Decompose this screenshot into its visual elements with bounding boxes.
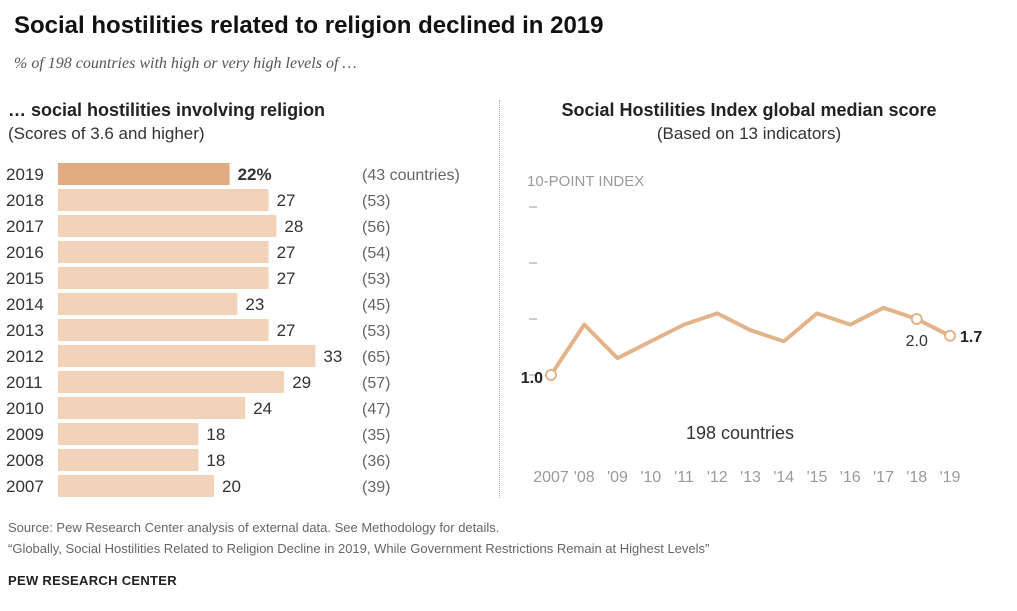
x-tick-label: 2007	[533, 469, 569, 486]
country-count-label: (65)	[362, 349, 390, 366]
bar	[58, 241, 269, 263]
bar-category-label: 2008	[6, 451, 44, 470]
x-tick-label: '08	[574, 469, 595, 486]
bar-category-label: 2019	[6, 165, 44, 184]
country-count-label: (53)	[362, 323, 390, 340]
chart-subtitle: % of 198 countries with high or very hig…	[14, 55, 357, 73]
bar-value-label: 27	[277, 269, 296, 288]
bar	[58, 475, 214, 497]
bar	[58, 267, 269, 289]
bar-value-label: 28	[284, 217, 303, 236]
chart-title: Social hostilities related to religion d…	[14, 12, 604, 40]
bar-value-label: 29	[292, 373, 311, 392]
x-tick-label: '15	[807, 469, 828, 486]
point-value-label: 1.7	[960, 329, 982, 346]
bar	[58, 163, 230, 185]
bar-panel-subtitle: (Scores of 3.6 and higher)	[8, 124, 205, 144]
bar-category-label: 2014	[6, 295, 44, 314]
country-count-label: (36)	[362, 453, 390, 470]
x-tick-label: '14	[773, 469, 794, 486]
bar-category-label: 2018	[6, 191, 44, 210]
bar	[58, 215, 276, 237]
data-point	[912, 314, 922, 324]
point-value-label: 2.0	[906, 333, 928, 350]
bar-value-label: 22%	[238, 165, 272, 184]
bar-value-label: 33	[323, 347, 342, 366]
bar-value-label: 27	[277, 243, 296, 262]
bar-value-label: 20	[222, 477, 241, 496]
bar-chart: 2019 22% (43 countries)2018 27 (53)2017 28 (56…	[0, 160, 495, 500]
brand-logo-text: PEW RESEARCH CENTER	[8, 573, 177, 588]
bar-category-label: 2010	[6, 399, 44, 418]
data-point	[945, 331, 955, 341]
source-note: Source: Pew Research Center analysis of …	[8, 520, 499, 535]
x-tick-label: '16	[840, 469, 861, 486]
bar-value-label: 27	[277, 191, 296, 210]
bar-panel-title: … social hostilities involving religion	[8, 100, 325, 121]
bar	[58, 449, 198, 471]
country-count-label: (35)	[362, 427, 390, 444]
bar-value-label: 18	[206, 425, 225, 444]
line-chart: 10-POINT INDEX 1.0 2.0 1.7 198 countries 2007…	[500, 160, 1005, 500]
data-point	[546, 370, 556, 380]
line-panel-title: Social Hostilities Index global median s…	[499, 100, 999, 121]
country-count-label: (57)	[362, 375, 390, 392]
series-line	[551, 308, 950, 375]
country-count-label: (45)	[362, 297, 390, 314]
bar	[58, 371, 284, 393]
x-tick-label: '09	[607, 469, 628, 486]
bar	[58, 345, 315, 367]
line-panel-subtitle: (Based on 13 indicators)	[499, 124, 999, 144]
bar	[58, 423, 198, 445]
country-count-label: (54)	[362, 245, 390, 262]
point-value-label: 1.0	[521, 370, 543, 387]
country-count-label: (43 countries)	[362, 167, 460, 184]
bar	[58, 293, 237, 315]
bar	[58, 397, 245, 419]
x-tick-label: '17	[873, 469, 894, 486]
bar-value-label: 23	[245, 295, 264, 314]
bar	[58, 189, 269, 211]
bar-category-label: 2017	[6, 217, 44, 236]
x-tick-label: '13	[740, 469, 761, 486]
series-label: 198 countries	[686, 423, 794, 443]
y-axis-label: 10-POINT INDEX	[527, 173, 644, 190]
x-tick-label: '18	[906, 469, 927, 486]
bar-category-label: 2015	[6, 269, 44, 288]
country-count-label: (53)	[362, 193, 390, 210]
country-count-label: (56)	[362, 219, 390, 236]
bar-category-label: 2011	[6, 373, 43, 392]
x-tick-label: '12	[707, 469, 728, 486]
x-tick-label: '19	[940, 469, 961, 486]
x-tick-label: '10	[640, 469, 661, 486]
country-count-label: (53)	[362, 271, 390, 288]
country-count-label: (47)	[362, 401, 390, 418]
bar-category-label: 2009	[6, 425, 44, 444]
bar-category-label: 2013	[6, 321, 44, 340]
x-tick-label: '11	[674, 469, 694, 486]
bar	[58, 319, 269, 341]
country-count-label: (39)	[362, 479, 390, 496]
bar-value-label: 27	[277, 321, 296, 340]
bar-category-label: 2012	[6, 347, 44, 366]
bar-category-label: 2007	[6, 477, 44, 496]
report-title-note: “Globally, Social Hostilities Related to…	[8, 541, 709, 556]
bar-value-label: 18	[206, 451, 225, 470]
bar-value-label: 24	[253, 399, 272, 418]
bar-category-label: 2016	[6, 243, 44, 262]
